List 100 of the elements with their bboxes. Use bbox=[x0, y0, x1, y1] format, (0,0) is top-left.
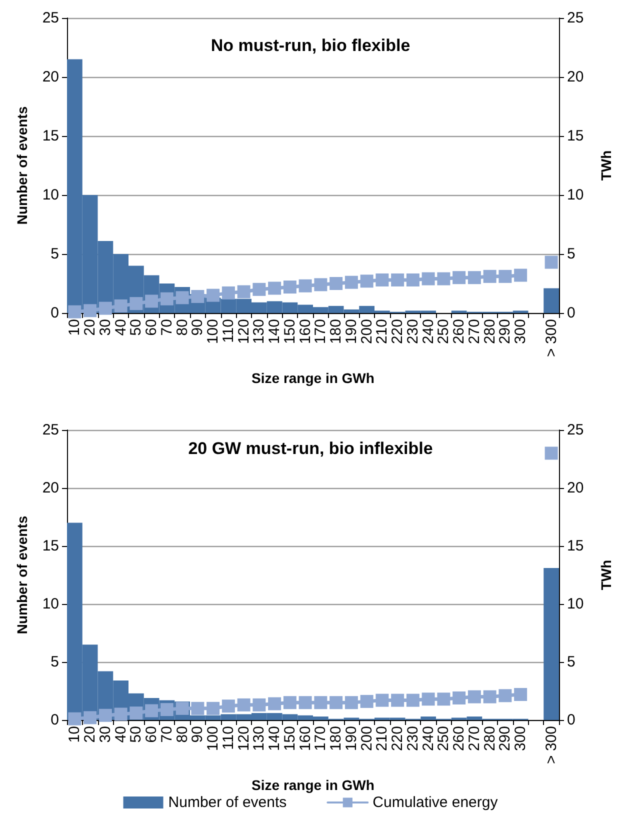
point bbox=[406, 694, 420, 707]
point bbox=[84, 711, 97, 724]
point bbox=[268, 282, 282, 295]
x-tick-label: 10 bbox=[66, 319, 84, 336]
x-tick-label: 220 bbox=[389, 319, 406, 344]
y-tick-label: 0 bbox=[50, 712, 59, 728]
point bbox=[514, 688, 528, 701]
y-axis-title: Number of events bbox=[14, 516, 30, 634]
point bbox=[252, 698, 266, 712]
point bbox=[498, 270, 512, 283]
point bbox=[145, 294, 158, 308]
x-tick-label: 40 bbox=[112, 319, 130, 336]
point bbox=[344, 696, 358, 710]
x-tick-label: 290 bbox=[496, 726, 514, 752]
x-tick-label: 250 bbox=[435, 726, 452, 752]
x-tick-label: 30 bbox=[96, 319, 114, 336]
x-tick-label: 40 bbox=[112, 726, 130, 743]
y-tick-label: 20 bbox=[42, 68, 59, 86]
point bbox=[330, 277, 343, 290]
point bbox=[544, 256, 558, 269]
point bbox=[437, 272, 450, 286]
x-tick-label: 160 bbox=[296, 319, 314, 344]
bar bbox=[544, 568, 559, 720]
text: No must-run, bio flexible bbox=[210, 36, 410, 55]
legend-label: Cumulative energy bbox=[372, 794, 498, 811]
point bbox=[544, 446, 558, 460]
point bbox=[360, 274, 374, 288]
x-tick-label: 20 bbox=[82, 726, 99, 743]
point bbox=[514, 268, 528, 282]
x-tick-label: 20 bbox=[82, 319, 99, 336]
point bbox=[314, 696, 328, 710]
point bbox=[468, 271, 481, 284]
y2-tick-label: 20 bbox=[567, 68, 584, 86]
x-tick-label: 10 bbox=[66, 726, 84, 743]
point bbox=[391, 694, 404, 707]
y-tick-label: 25 bbox=[42, 10, 59, 26]
point bbox=[422, 272, 435, 286]
x-tick-label: 190 bbox=[342, 319, 360, 344]
x-tick-label: > 300 bbox=[542, 726, 560, 764]
x-tick-label: 200 bbox=[358, 726, 376, 752]
x-tick-label: 260 bbox=[450, 319, 468, 344]
point bbox=[468, 690, 481, 704]
point bbox=[376, 694, 389, 707]
point bbox=[84, 304, 97, 318]
point bbox=[191, 702, 204, 715]
x-tick-label: 150 bbox=[281, 319, 298, 344]
point bbox=[314, 278, 328, 292]
x-tick-label: 60 bbox=[143, 319, 160, 336]
x-tick-label: 70 bbox=[158, 319, 176, 336]
y-tick-label: 20 bbox=[42, 480, 59, 496]
x-tick-label: 180 bbox=[328, 726, 345, 752]
point bbox=[376, 273, 389, 286]
x-tick-label: 80 bbox=[174, 319, 191, 336]
x-tick-label: 250 bbox=[435, 319, 452, 344]
point bbox=[68, 305, 82, 318]
point bbox=[98, 302, 112, 315]
point bbox=[268, 697, 282, 710]
x-tick-label: 70 bbox=[158, 726, 176, 743]
y-tick-label: 0 bbox=[50, 304, 59, 322]
legend-label: Number of events bbox=[168, 794, 287, 811]
point bbox=[68, 712, 82, 726]
point bbox=[422, 692, 435, 706]
x-tick-label: > 300 bbox=[542, 319, 560, 357]
x-tick-label: 150 bbox=[281, 726, 298, 752]
point bbox=[130, 297, 143, 310]
x-tick-label: 300 bbox=[512, 319, 530, 344]
point bbox=[483, 270, 496, 283]
point bbox=[298, 279, 312, 292]
x-tick-label: 50 bbox=[128, 319, 145, 336]
y2-tick-label: 15 bbox=[567, 538, 584, 554]
x-tick-label: 50 bbox=[128, 726, 145, 743]
point bbox=[437, 692, 450, 706]
x-tick-label: 60 bbox=[143, 726, 160, 743]
text: 20 GW must-run, bio inflexible bbox=[188, 439, 433, 458]
x-tick-label: 110 bbox=[220, 319, 237, 343]
x-tick-label: 280 bbox=[481, 726, 498, 752]
x-tick-label: 160 bbox=[296, 726, 314, 752]
x-tick-label: 100 bbox=[204, 319, 222, 344]
y-axis-title: Number of events bbox=[14, 106, 30, 225]
y2-tick-label: 5 bbox=[567, 246, 576, 262]
x-tick-label: 170 bbox=[312, 726, 330, 752]
point bbox=[114, 299, 128, 312]
x-tick-label: 280 bbox=[481, 319, 498, 344]
point bbox=[330, 696, 343, 710]
y-tick-label: 10 bbox=[42, 596, 59, 612]
point bbox=[191, 290, 204, 303]
point bbox=[452, 271, 466, 284]
point bbox=[360, 694, 374, 708]
y2-tick-label: 15 bbox=[567, 128, 584, 144]
point bbox=[298, 696, 312, 710]
x-tick-label: 130 bbox=[250, 726, 268, 752]
point bbox=[252, 282, 266, 296]
x-tick-label: 240 bbox=[420, 319, 437, 344]
x-tick-label: 260 bbox=[450, 726, 468, 752]
x-tick-label: 120 bbox=[235, 319, 252, 344]
point bbox=[222, 700, 235, 713]
y2-tick-label: 0 bbox=[567, 712, 576, 728]
y-tick-label: 10 bbox=[42, 186, 59, 204]
y-tick-label: 15 bbox=[42, 128, 59, 144]
x-tick-label: 220 bbox=[389, 726, 406, 752]
